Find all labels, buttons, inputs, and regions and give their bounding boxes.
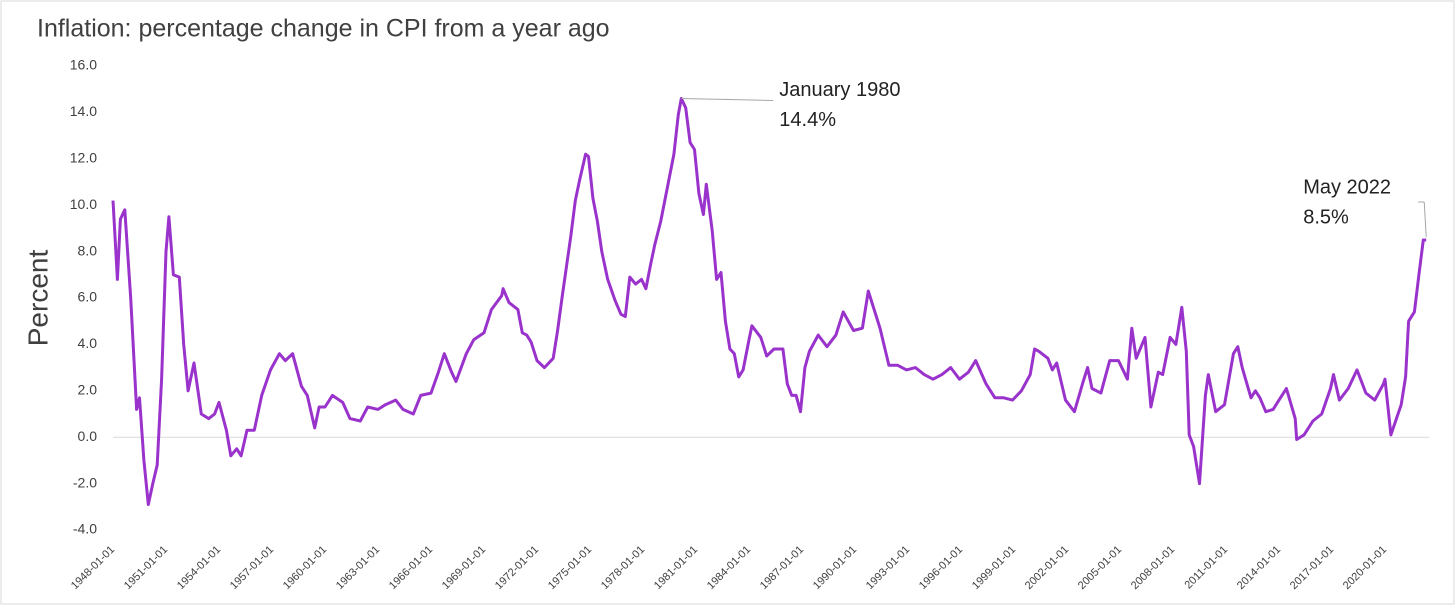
y-tick-label: 2.0 bbox=[78, 382, 98, 398]
y-tick-label: 8.0 bbox=[78, 242, 98, 258]
y-tick-label: 10.0 bbox=[70, 196, 97, 212]
annotation-text: May 2022 bbox=[1303, 176, 1391, 198]
annotation-text: 14.4% bbox=[779, 109, 836, 131]
y-tick-label: 4.0 bbox=[78, 335, 98, 351]
y-tick-label: -2.0 bbox=[73, 474, 97, 490]
y-tick-label: -4.0 bbox=[73, 521, 97, 537]
y-tick-label: 0.0 bbox=[78, 428, 98, 444]
y-tick-label: 14.0 bbox=[70, 103, 97, 119]
annotation-leader bbox=[1423, 201, 1427, 238]
annotation-text: January 1980 bbox=[779, 79, 900, 101]
annotation-leader bbox=[681, 97, 774, 101]
y-tick-label: 16.0 bbox=[70, 57, 97, 73]
y-tick-label: 6.0 bbox=[78, 289, 98, 305]
y-axis-label: Percent bbox=[22, 250, 53, 347]
line-series bbox=[111, 97, 1427, 506]
chart-title: Inflation: percentage change in CPI from… bbox=[37, 15, 610, 43]
annotation-text: 8.5% bbox=[1303, 206, 1349, 228]
y-tick-label: 12.0 bbox=[70, 150, 97, 166]
